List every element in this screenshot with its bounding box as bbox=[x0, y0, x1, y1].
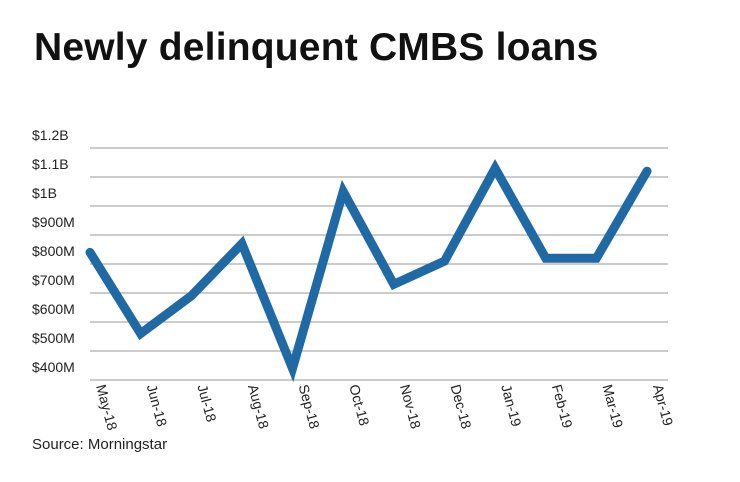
x-tick-label: Aug-18 bbox=[245, 383, 272, 431]
x-tick-label: Jan-19 bbox=[498, 383, 525, 429]
y-tick-label: $900M bbox=[32, 214, 75, 230]
x-tick-label: Sep-18 bbox=[296, 383, 323, 431]
source-note: Source: Morningstar bbox=[32, 436, 168, 453]
x-tick-label: Nov-18 bbox=[397, 383, 424, 431]
gridlines bbox=[90, 147, 668, 381]
y-tick-label: $1.2B bbox=[32, 127, 69, 143]
x-tick-label: Jun-18 bbox=[144, 383, 171, 429]
series-layer bbox=[85, 159, 652, 383]
x-axis: May-18 Jun-18 Jul-18 Aug-18 Sep-18 Oct-18 Nov-… bbox=[93, 383, 676, 432]
chart-title: Newly delinquent CMBS loans bbox=[34, 26, 599, 69]
y-axis: $400M $500M $600M $700M $800M $900M $1B $1.1B $1… bbox=[32, 127, 75, 375]
y-tick-label: $1.1B bbox=[32, 156, 69, 172]
x-tick-label: Feb-19 bbox=[549, 383, 576, 430]
y-tick-label: $600M bbox=[32, 301, 75, 317]
y-tick-label: $800M bbox=[32, 243, 75, 259]
x-tick-label: Mar-19 bbox=[599, 383, 626, 430]
x-tick-label: Jul-18 bbox=[194, 383, 219, 424]
y-tick-label: $400M bbox=[32, 359, 75, 375]
x-tick-label: Apr-19 bbox=[650, 383, 676, 428]
series-line bbox=[85, 159, 652, 383]
x-tick-label: Dec-18 bbox=[448, 383, 475, 431]
y-tick-label: $1B bbox=[32, 185, 57, 201]
x-tick-label: Oct-18 bbox=[346, 383, 372, 428]
x-tick-label: May-18 bbox=[93, 383, 121, 432]
y-tick-label: $700M bbox=[32, 272, 75, 288]
y-tick-label: $500M bbox=[32, 330, 75, 346]
